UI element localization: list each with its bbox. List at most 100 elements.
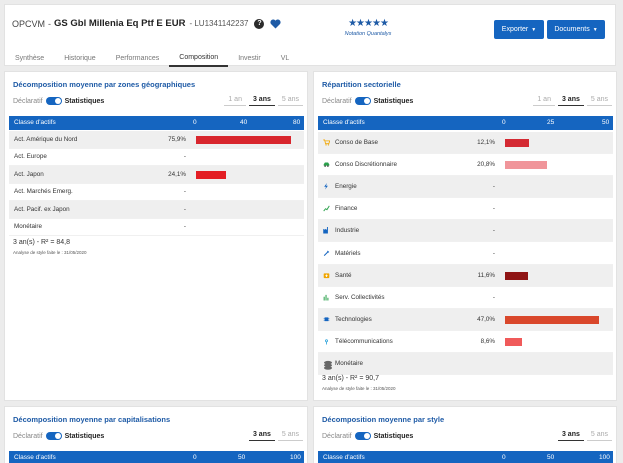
tab-composition[interactable]: Composition [169,50,229,67]
axis-tick: 40 [240,119,248,126]
geo-r2-text: 3 an(s) - R² = 84,8 [13,239,70,246]
sector-bar [505,271,529,280]
tools-icon [323,250,330,257]
sector-row: Conso Discrétionnaire 20,8% [318,154,613,177]
declaratif-label: Déclaratif [322,432,352,440]
style-panel-title: Décomposition moyenne par style [322,415,445,424]
geo-row: Act. Europe - [9,149,304,166]
favorite-heart-icon[interactable] [270,18,282,29]
period-option[interactable]: 3 ans [557,429,584,441]
period-option[interactable]: 5 ans [277,429,303,441]
row-value: 20,8% [477,161,495,169]
axis-tick: 0 [502,454,506,461]
row-label: Monétaire [14,223,43,231]
geo-panel-title: Décomposition moyenne par zones géograph… [13,80,196,89]
cap-panel-title: Décomposition moyenne par capitalisation… [13,415,171,424]
toggle-switch[interactable] [45,432,62,440]
geo-row: Act. Pacif. ex Japon - [9,201,304,219]
medical-case-icon [323,272,330,279]
cap-period-selector: 3 ans 5 ans [246,429,303,441]
chip-icon [323,316,330,323]
rating-stars-icon: ★★★★★ [348,18,389,29]
geo-row: Act. Marchés Emerg. - [9,184,304,201]
tab-synth-se[interactable]: Synthèse [15,55,45,62]
factory-icon [323,227,330,234]
row-label: Energie [335,183,357,191]
period-option[interactable]: 1 an [533,94,555,106]
geo-mode-toggle[interactable]: Déclaratif Statistiques [13,97,104,105]
row-label: Conso Discrétionnaire [335,161,397,169]
tab-historique[interactable]: Historique [64,55,96,62]
sector-analysis-date: Analyse de style faite le : 31/05/2020 [322,386,396,391]
period-option[interactable]: 3 ans [248,429,275,441]
tab-vl[interactable]: VL [280,55,290,62]
row-label-wrap: Industrie [323,227,359,234]
row-label: Télécommunications [335,337,393,345]
fund-header: OPCVM - GS Gbl Millenia Eq Ptf E EUR - L… [4,4,616,67]
chart-up-icon [323,205,330,212]
period-option[interactable]: 5 ans [586,429,612,441]
tab-performances[interactable]: Performances [115,55,160,62]
title-separator: - [48,18,52,29]
sector-row: Finance - [318,198,613,221]
style-period-selector: 3 ans 5 ans [555,429,612,441]
car-icon [323,161,330,168]
export-button-label: Exporter [501,26,529,33]
sector-r2-text: 3 an(s) - R² = 90,7 [322,375,379,382]
row-label-wrap: Conso de Base [323,139,378,146]
toggle-switch[interactable] [354,97,371,105]
toggle-switch[interactable] [354,432,371,440]
row-label: Act. Pacif. ex Japon [14,205,70,213]
row-value: 12,1% [477,139,495,147]
toggle-switch[interactable] [45,97,62,105]
help-icon[interactable]: ? [254,18,265,29]
sector-bar [505,337,523,346]
sector-mode-toggle[interactable]: Déclaratif Statistiques [322,97,413,105]
fund-title-row: OPCVM - GS Gbl Millenia Eq Ptf E EUR - L… [12,18,282,29]
row-value: - [492,293,495,301]
row-label-wrap: Energie [323,183,357,190]
lightning-icon [323,183,330,190]
fund-tabs: Synthèse Historique Performances Compositio… [5,50,299,67]
caret-down-icon: ▼ [592,26,598,33]
sector-panel: Répartition sectorielle Déclaratif Stati… [313,71,617,401]
row-value: - [183,223,186,231]
column-header: Classe d'actifs [14,119,56,126]
axis-tick: 80 [293,119,301,126]
caret-down-icon: ▼ [531,26,537,33]
axis-tick: 50 [547,454,555,461]
row-label: Matériels [335,249,361,257]
style-mode-toggle[interactable]: Déclaratif Statistiques [322,432,413,440]
cap-mode-toggle[interactable]: Déclaratif Statistiques [13,432,104,440]
column-header: Classe d'actifs [323,119,365,126]
sector-panel-title: Répartition sectorielle [322,80,401,89]
row-label-wrap: Santé [323,272,351,279]
axis-tick: 50 [602,119,610,126]
period-option[interactable]: 5 ans [277,94,303,106]
period-option[interactable]: 5 ans [586,94,612,106]
geo-row: Act. Japon 24,1% [9,166,304,184]
row-label: Technologies [335,315,372,323]
tab-investir[interactable]: Investir [238,55,261,62]
row-label: Conso de Base [335,139,379,147]
period-option[interactable]: 3 ans [248,94,275,106]
sector-period-selector: 1 an 3 ans 5 ans [530,94,612,106]
geo-bar [196,170,227,179]
statistiques-label: Statistiques [373,97,414,105]
period-option[interactable]: 3 ans [557,94,584,106]
style-panel: Décomposition moyenne par style Déclarat… [313,406,617,463]
axis-tick: 0 [502,119,506,126]
axis-tick: 50 [238,454,246,461]
axis-tick: 0 [193,454,197,461]
row-value: - [183,153,186,161]
row-value: - [183,188,186,196]
sector-row: Monétaire [318,353,613,376]
row-label-wrap: Finance [323,205,357,212]
geo-row: Monétaire - [9,219,304,236]
documents-button[interactable]: Documents ▼ [547,20,605,39]
documents-button-label: Documents [554,26,590,33]
export-button[interactable]: Exporter ▼ [494,20,544,39]
period-option[interactable]: 1 an [224,94,246,106]
rating-label: Notation Quantalys [344,31,392,37]
row-label: Act. Europe [14,153,47,161]
